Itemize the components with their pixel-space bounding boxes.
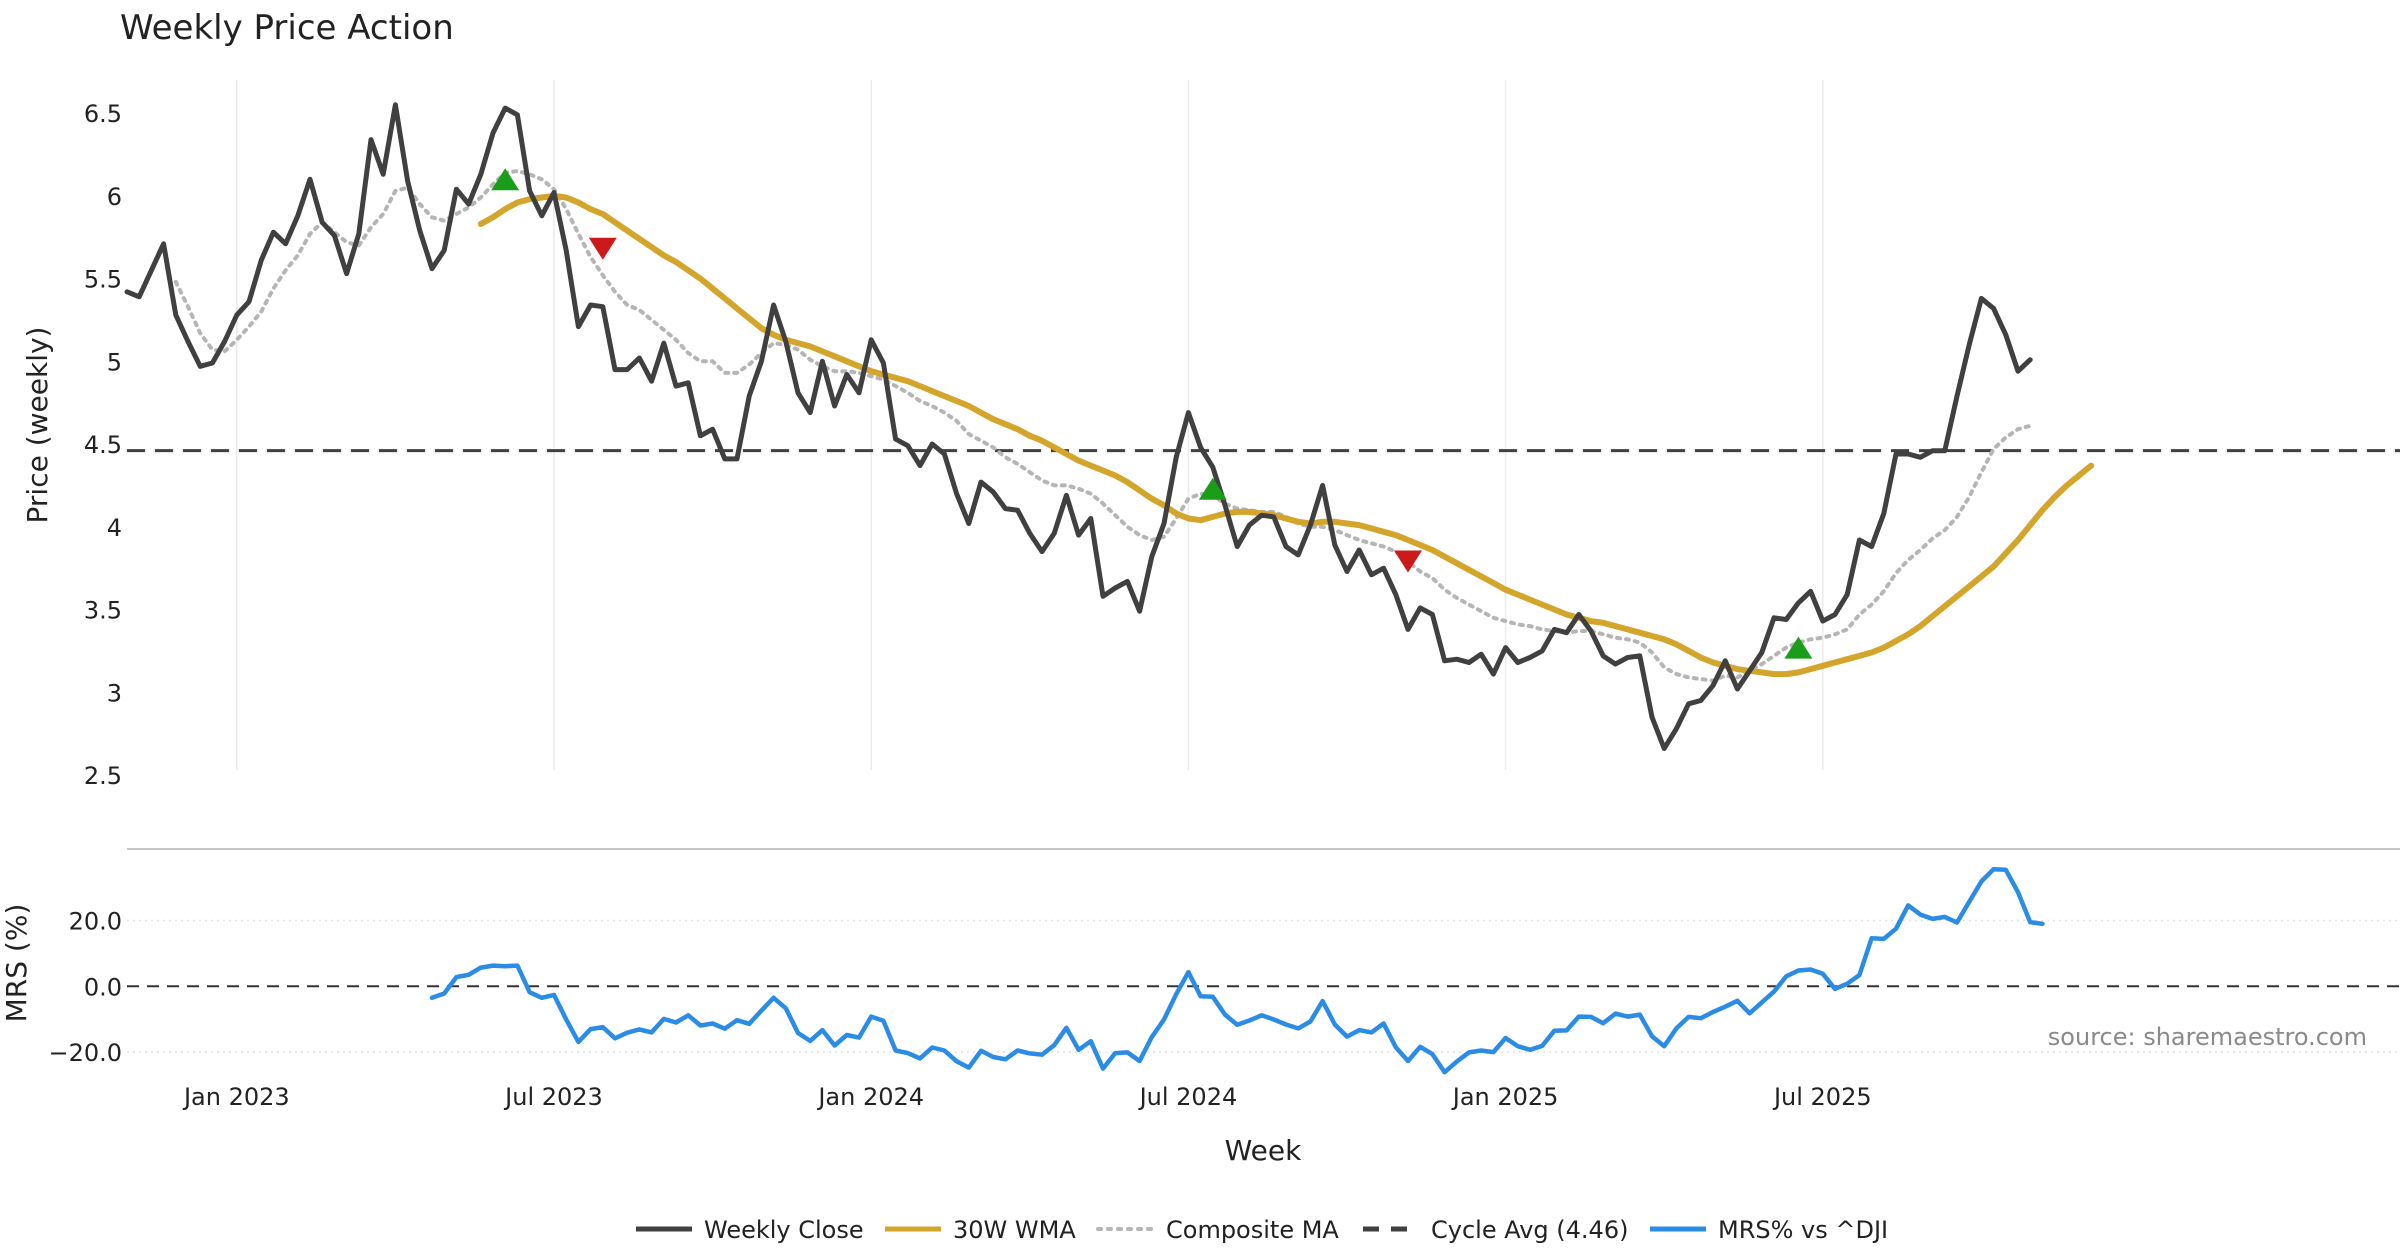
source-note: source: sharemaestro.com [2048,1023,2367,1051]
x-axis-label: Week [1225,1134,1302,1167]
price-y-ticks: 2.5 3 3.5 4 4.5 5 5.5 6 6.5 [84,100,122,790]
price-y-tick-6: 5.5 [84,266,122,294]
mrs-y-tick-1: 0.0 [84,973,122,1001]
legend-label-0: Weekly Close [704,1216,864,1244]
price-y-tick-4: 4.5 [84,431,122,459]
x-tick-labels: Jan 2023 Jul 2023 Jan 2024 Jul 2024 Jan 2025… [182,1083,1872,1111]
chart-title: Weekly Price Action [120,8,454,48]
price-series [124,102,2095,751]
sell-signal-marker-1 [588,237,617,260]
series-30w-wma [477,192,2095,678]
legend-label-1: 30W WMA [953,1216,1076,1244]
price-y-tick-7: 6 [107,183,122,211]
mrs-y-axis-label: MRS (%) [0,904,33,1023]
legend-label-3: Cycle Avg (4.46) [1431,1216,1628,1244]
x-tick-0: Jan 2023 [182,1083,290,1111]
price-y-tick-1: 3 [107,679,122,707]
price-y-axis-label: Price (weekly) [21,327,54,524]
mrs-y-tick-2: −20.0 [48,1039,122,1067]
mrs-gridlines [127,919,2400,1053]
mrs-y-ticks: 20.0 0.0 −20.0 [48,908,122,1068]
x-tick-5: Jul 2025 [1772,1083,1872,1111]
signal-markers [491,168,1813,659]
legend-label-2: Composite MA [1166,1216,1339,1244]
legend-label-4: MRS% vs ^DJI [1718,1216,1888,1244]
x-tick-1: Jul 2023 [503,1083,603,1111]
mrs-y-tick-0: 20.0 [69,908,122,936]
x-tick-3: Jul 2024 [1138,1083,1238,1111]
series-composite-ma [173,169,2033,683]
buy-signal-marker-2 [1198,477,1227,500]
legend: Weekly Close 30W WMA Composite MA Cycle Avg… [636,1216,1888,1244]
price-y-tick-8: 6.5 [84,100,122,128]
x-tick-4: Jan 2025 [1451,1083,1559,1111]
price-y-tick-3: 4 [107,514,122,542]
series-mrs-vs-dji [429,866,2045,1075]
buy-signal-marker-4 [1784,636,1813,659]
price-y-tick-2: 3.5 [84,597,122,625]
price-y-tick-0: 2.5 [84,762,122,790]
series-weekly-close [124,102,2033,751]
buy-signal-marker-0 [491,168,520,191]
mrs-series [429,866,2045,1075]
sell-signal-marker-3 [1394,550,1422,573]
x-tick-2: Jan 2024 [816,1083,924,1111]
price-y-tick-5: 5 [107,348,122,376]
